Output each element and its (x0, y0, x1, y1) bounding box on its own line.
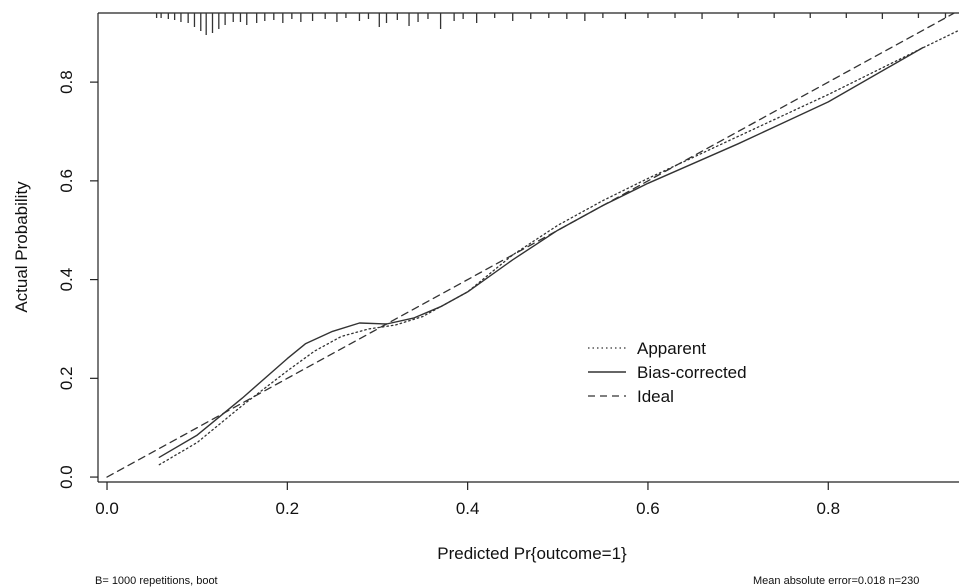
footnote-left: B= 1000 repetitions, boot (95, 575, 218, 587)
legend-label: Ideal (637, 387, 674, 406)
rug-marks (155, 13, 947, 35)
x-tick-label: 0.0 (95, 499, 119, 518)
x-axis-title: Predicted Pr{outcome=1} (437, 544, 627, 563)
series-line-ideal (106, 13, 956, 478)
y-axis: 0.0 0.2 0.4 0.6 0.8 (57, 70, 98, 489)
x-axis: 0.0 0.2 0.4 0.6 0.8 (95, 482, 840, 518)
footnote-right: Mean absolute error=0.018 n=230 (753, 575, 919, 587)
y-tick-label: 0.2 (57, 367, 76, 391)
legend: Apparent Bias-corrected Ideal (588, 339, 747, 406)
y-axis-title: Actual Probability (12, 181, 31, 313)
y-tick-label: 0.0 (57, 465, 76, 489)
legend-label: Apparent (637, 339, 706, 358)
y-tick-label: 0.4 (57, 268, 76, 292)
legend-label: Bias-corrected (637, 363, 747, 382)
x-tick-label: 0.8 (816, 499, 840, 518)
series-lines (106, 13, 959, 478)
y-tick-label: 0.8 (57, 70, 76, 94)
series-line-bias-corrected (158, 46, 924, 458)
x-tick-label: 0.2 (276, 499, 300, 518)
x-tick-label: 0.4 (456, 499, 480, 518)
x-tick-label: 0.6 (636, 499, 660, 518)
plot-frame (97, 12, 959, 483)
y-tick-label: 0.6 (57, 169, 76, 193)
